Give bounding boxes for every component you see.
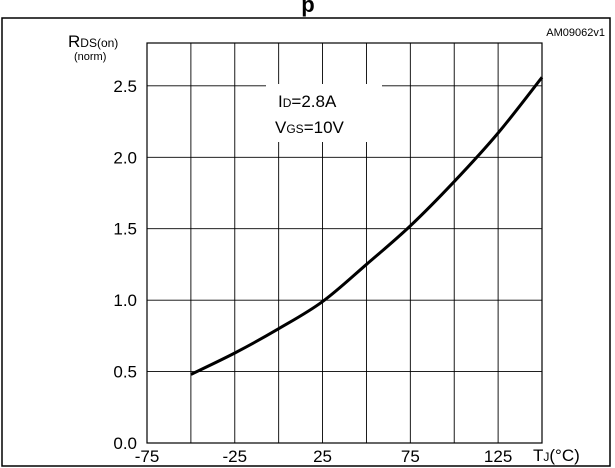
y-tick-label: 0.0 xyxy=(113,434,137,453)
y-axis-label-unit: (norm) xyxy=(74,51,106,63)
x-axis-tick-labels: -75 -25 25 75 125 xyxy=(135,447,513,466)
y-axis-label: RDS(on) xyxy=(68,32,118,51)
annotation-2-sub: GS xyxy=(286,122,303,136)
x-tick-label: 75 xyxy=(401,447,420,466)
y-axis-label-main: R xyxy=(68,32,80,51)
figure-id: AM09062v1 xyxy=(546,27,605,39)
x-axis-label-main: T xyxy=(533,446,543,465)
rdson-curve xyxy=(190,76,544,376)
x-tick-label: -25 xyxy=(222,447,247,466)
annotation-1-rest: =2.8A xyxy=(291,92,337,111)
annotation-line-1: ID=2.8A xyxy=(278,92,337,111)
y-tick-label: 1.0 xyxy=(113,291,137,310)
annotation-2-main: V xyxy=(275,118,287,137)
y-axis-tick-labels: 0.0 0.5 1.0 1.5 2.0 2.5 xyxy=(113,77,137,453)
annotation-box xyxy=(266,84,382,142)
y-tick-label: 2.5 xyxy=(113,77,137,96)
x-tick-label: 125 xyxy=(484,447,512,466)
plot-area-border xyxy=(146,42,543,444)
x-axis-label-sub: J xyxy=(543,450,549,464)
x-axis-label-unit: (°C) xyxy=(549,446,579,465)
chart-title-fragment: p xyxy=(301,0,314,17)
x-axis-label: TJ(°C) xyxy=(533,446,580,465)
annotation-1-main: I xyxy=(278,92,283,111)
plot-area-rect xyxy=(146,42,543,444)
x-tick-label: 25 xyxy=(313,447,332,466)
y-tick-label: 2.0 xyxy=(113,148,137,167)
y-axis-label-sub: DS(on) xyxy=(80,36,118,50)
chart-frame xyxy=(1,17,611,467)
annotation-2-rest: =10V xyxy=(304,118,345,137)
data-series xyxy=(190,76,544,376)
x-tick-label: -75 xyxy=(135,447,160,466)
annotation-1-sub: D xyxy=(283,96,292,110)
y-tick-label: 0.5 xyxy=(113,363,137,382)
annotation-line-2: VGS=10V xyxy=(275,118,345,137)
y-tick-label: 1.5 xyxy=(113,220,137,239)
